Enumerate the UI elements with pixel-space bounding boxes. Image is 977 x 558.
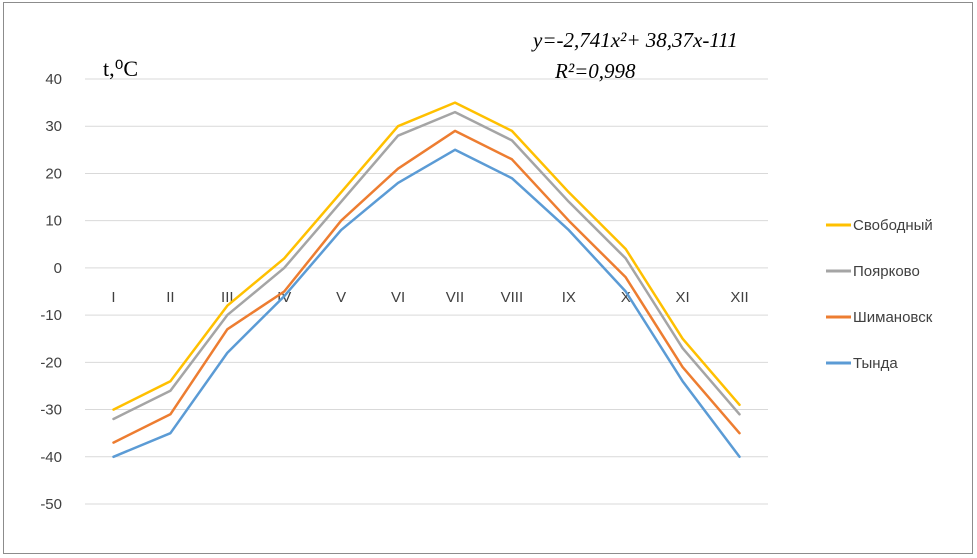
series-line-3 [112, 129, 741, 444]
trend-equation: y=-2,741x²+ 38,37x-111 [531, 28, 738, 52]
legend-label: Тында [853, 355, 898, 372]
y-tick-label: -10 [40, 307, 62, 324]
y-tick-label: -50 [40, 496, 62, 513]
x-tick-label: VII [446, 289, 464, 306]
gridlines [85, 78, 768, 505]
x-tick-label: X [621, 289, 631, 306]
y-tick-label: 30 [45, 118, 62, 135]
legend: Свободный Поярково Шимановск Тында [826, 217, 933, 372]
series-line-4 [112, 148, 741, 459]
legend-label: Свободный [853, 217, 933, 234]
x-tick-label: XII [730, 289, 748, 306]
y-tick-label: 40 [45, 71, 62, 88]
y-tick-label: 10 [45, 213, 62, 230]
y-tick-label: 0 [54, 260, 62, 277]
x-tick-label: II [166, 289, 174, 306]
x-tick-label: V [336, 289, 346, 306]
series-line-1 [112, 101, 741, 411]
series-lines [112, 101, 741, 459]
r-squared-label: R²=0,998 [554, 59, 636, 83]
x-tick-label: IX [562, 289, 576, 306]
chart-frame [3, 2, 973, 554]
legend-label: Поярково [853, 263, 920, 280]
series-line-2 [112, 110, 741, 421]
x-tick-label: VIII [501, 289, 524, 306]
y-tick-label: -40 [40, 449, 62, 466]
x-tick-label: XI [676, 289, 690, 306]
x-tick-label: VI [391, 289, 405, 306]
x-tick-label: I [111, 289, 115, 306]
y-tick-label: -20 [40, 354, 62, 371]
y-axis-label: t,⁰C [103, 56, 138, 81]
y-tick-label: 20 [45, 165, 62, 182]
y-tick-label: -30 [40, 402, 62, 419]
y-tick-labels: 40 30 20 10 0 -10 -20 -30 -40 -50 [40, 71, 62, 513]
legend-label: Шимановск [853, 309, 933, 326]
